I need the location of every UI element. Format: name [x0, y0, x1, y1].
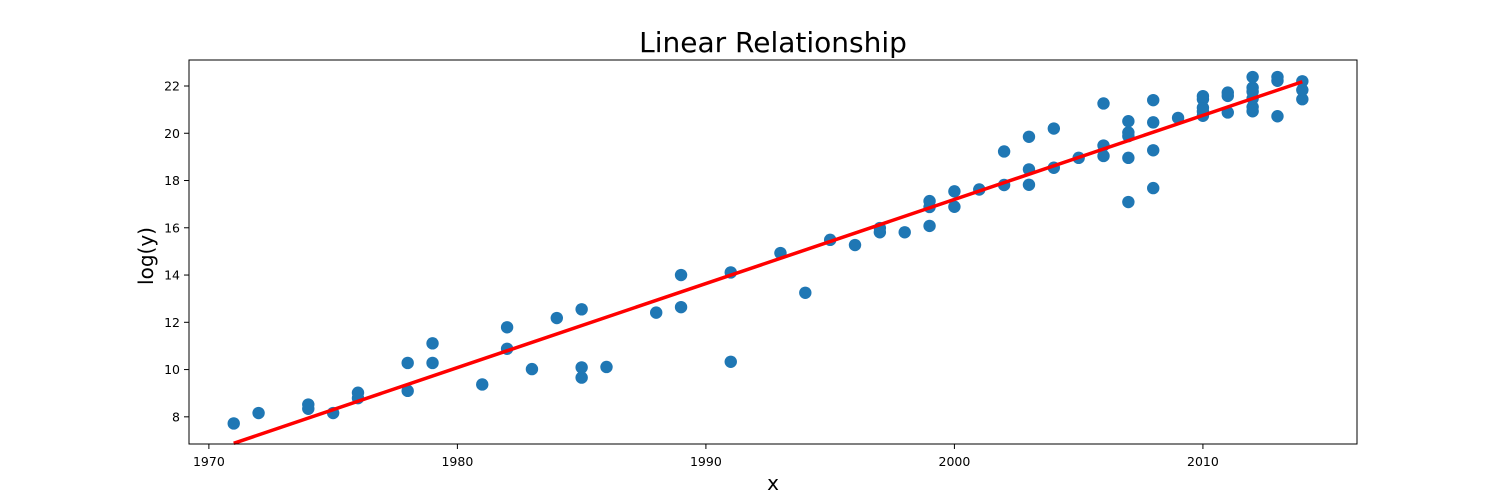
data-point	[476, 378, 489, 391]
data-point	[1147, 93, 1160, 107]
data-point	[500, 321, 514, 334]
data-point	[1122, 115, 1135, 128]
data-point	[923, 194, 936, 208]
data-point	[799, 286, 812, 299]
data-point	[227, 417, 240, 430]
plot-marks	[227, 70, 1309, 445]
y-tick-label: 10	[164, 362, 180, 377]
data-point	[575, 371, 588, 384]
data-point	[1147, 144, 1160, 157]
data-point	[1196, 89, 1210, 103]
data-point	[1196, 101, 1210, 114]
data-point	[1122, 195, 1135, 209]
data-point	[1271, 70, 1284, 84]
data-point	[650, 306, 663, 319]
data-point	[1246, 100, 1259, 114]
data-point	[401, 384, 414, 398]
x-tick-label: 1980	[441, 454, 473, 469]
y-tick-label: 20	[164, 126, 180, 141]
data-point	[1122, 151, 1135, 165]
y-tick-label: 14	[164, 268, 180, 283]
data-point	[674, 268, 688, 282]
data-point	[600, 360, 613, 374]
y-tick-label: 8	[172, 409, 180, 424]
data-point	[948, 185, 961, 198]
y-tick-label: 18	[164, 173, 180, 188]
data-point	[898, 226, 911, 239]
y-tick-label: 22	[164, 78, 180, 93]
data-point	[1097, 149, 1110, 163]
fit-line	[233, 80, 1303, 445]
data-point	[1246, 70, 1259, 84]
data-point	[1022, 178, 1036, 191]
x-axis-label: x	[767, 471, 779, 495]
x-tick-label: 1970	[193, 454, 225, 469]
data-point	[1221, 86, 1234, 99]
data-point	[948, 200, 961, 213]
data-point	[426, 356, 439, 370]
data-point	[1246, 81, 1259, 94]
data-point	[1022, 130, 1036, 143]
y-tick-label: 16	[164, 220, 180, 235]
x-tick-label: 2010	[1187, 454, 1219, 469]
data-point	[923, 219, 936, 233]
plot-frame	[188, 59, 1358, 445]
data-point	[1097, 97, 1110, 110]
data-point	[401, 356, 414, 370]
data-point	[1296, 83, 1309, 97]
data-point	[1147, 181, 1160, 195]
y-axis-label: log(y)	[134, 227, 158, 285]
data-point	[1296, 93, 1309, 106]
data-point	[1271, 110, 1284, 123]
data-point	[724, 355, 737, 368]
y-axis-ticks: 8 10 12 14 16 18 20 22	[164, 78, 189, 424]
data-point	[550, 311, 563, 325]
data-point	[302, 398, 315, 411]
data-point	[575, 361, 588, 374]
data-point	[525, 362, 539, 376]
x-tick-label: 1990	[690, 454, 722, 469]
data-point	[1296, 75, 1309, 88]
chart-title: Linear Relationship	[639, 26, 907, 59]
y-tick-label: 12	[164, 315, 180, 330]
data-point	[252, 406, 265, 420]
x-tick-label: 2000	[939, 454, 971, 469]
data-point	[1047, 122, 1061, 135]
data-point	[426, 337, 439, 350]
data-point	[674, 300, 688, 314]
x-axis-ticks: 1970 1980 1990 2000 2010	[193, 444, 1219, 469]
data-point	[848, 238, 862, 252]
data-point	[575, 303, 588, 316]
data-point	[1122, 126, 1135, 139]
data-point	[1147, 116, 1160, 129]
data-point	[351, 386, 365, 399]
data-point	[997, 145, 1011, 158]
